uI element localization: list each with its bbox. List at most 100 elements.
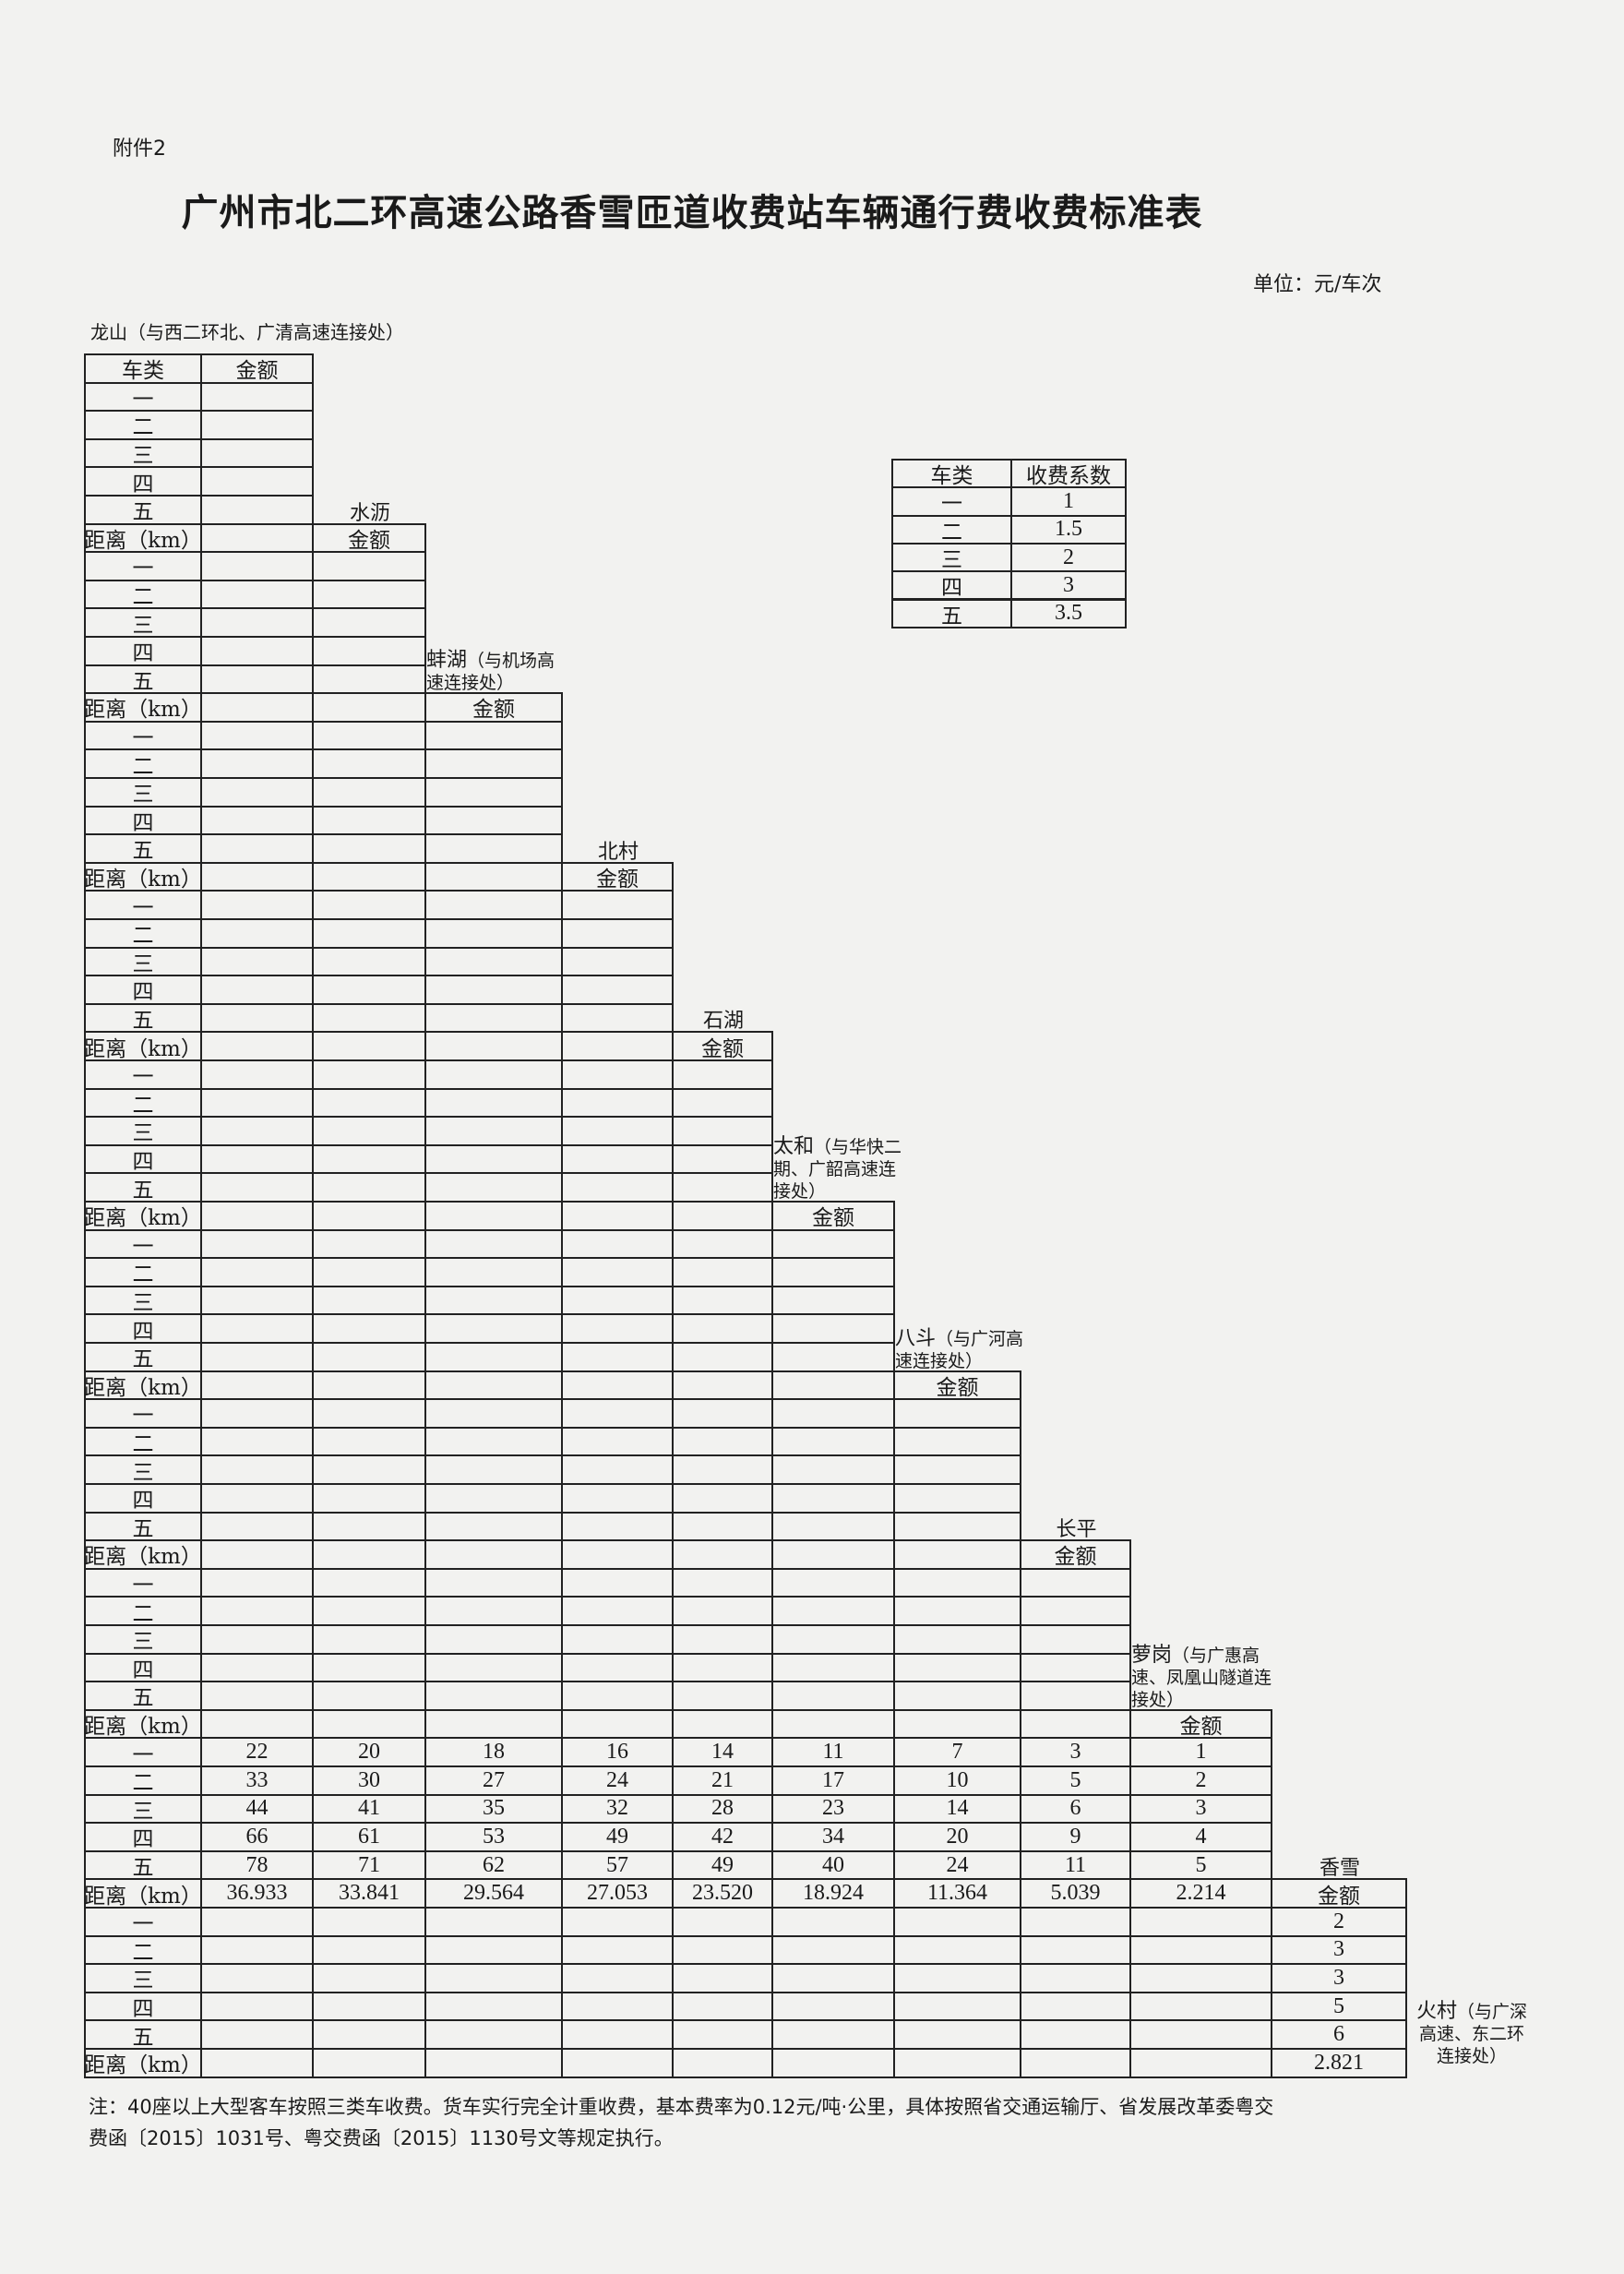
fare-cell: 41 xyxy=(312,1793,426,1825)
fare-cell xyxy=(561,890,674,920)
fare-cell xyxy=(200,1596,314,1626)
fare-cell xyxy=(424,1087,563,1119)
vehicle-class-label: 二 xyxy=(84,579,202,610)
fare-cell xyxy=(200,1681,314,1711)
fare-cell xyxy=(424,1143,563,1175)
fare-cell xyxy=(200,1342,314,1372)
fare-cell xyxy=(561,1228,674,1260)
distance-cell xyxy=(893,2048,1021,2078)
fare-cell xyxy=(312,1285,426,1316)
fare-cell xyxy=(1020,2019,1131,2050)
station-note: （与广河高速连接处） xyxy=(895,1328,1024,1371)
fare-cell: 2 xyxy=(1271,1907,1407,1937)
vehicle-class-label: 一 xyxy=(84,1907,202,1937)
fare-cell xyxy=(200,1454,314,1485)
fare-cell: 6 xyxy=(1020,1793,1131,1825)
fare-cell xyxy=(771,1398,895,1429)
vehicle-class-label: 五 xyxy=(84,1681,202,1711)
fare-cell xyxy=(771,1426,895,1457)
fare-cell xyxy=(672,1426,773,1457)
vehicle-class-label: 四 xyxy=(84,1991,202,2022)
fare-cell xyxy=(561,1285,674,1316)
distance-label: 距离（km） xyxy=(84,1878,202,1909)
distance-cell xyxy=(312,2048,426,2078)
distance-cell xyxy=(893,1539,1021,1570)
distance-cell xyxy=(312,1370,426,1401)
vehicle-class-label: 四 xyxy=(84,805,202,836)
distance-cell: 5.039 xyxy=(1020,1878,1131,1909)
fare-cell: 3 xyxy=(1271,1963,1407,1993)
vehicle-class-label: 四 xyxy=(84,1483,202,1514)
fare-cell xyxy=(893,1511,1021,1542)
distance-cell xyxy=(312,1539,426,1570)
fare-cell xyxy=(1129,2019,1272,2050)
fare-cell xyxy=(424,1342,563,1372)
fare-cell xyxy=(771,1934,895,1966)
fare-cell xyxy=(424,1991,563,2022)
fare-cell xyxy=(200,2019,314,2050)
amount-header: 金额 xyxy=(312,522,426,554)
fare-cell: 9 xyxy=(1020,1822,1131,1852)
fare-cell xyxy=(200,1426,314,1457)
fare-cell xyxy=(561,1934,674,1966)
fare-cell xyxy=(893,1454,1021,1485)
fare-cell xyxy=(312,1172,426,1203)
fare-cell xyxy=(312,1511,426,1542)
fare-cell xyxy=(561,1313,674,1344)
fare-cell xyxy=(771,1285,895,1316)
fare-cell xyxy=(771,1483,895,1514)
fare-cell xyxy=(424,748,563,779)
vehicle-class-label: 五 xyxy=(84,1849,202,1881)
distance-label: 距离（km） xyxy=(84,1539,202,1570)
vehicle-class-label: 五 xyxy=(84,495,202,525)
fare-cell xyxy=(672,1624,773,1655)
vehicle-class-label: 二 xyxy=(84,748,202,779)
fare-cell xyxy=(672,1454,773,1485)
fare-cell xyxy=(424,1116,563,1146)
station-note: （与西二环北、广清高速连接处） xyxy=(127,321,404,343)
fare-cell xyxy=(200,1907,314,1937)
fare-cell: 23 xyxy=(771,1793,895,1825)
distance-cell xyxy=(312,1031,426,1061)
distance-cell xyxy=(561,1031,674,1061)
distance-cell xyxy=(200,2048,314,2078)
fare-cell xyxy=(561,1567,674,1598)
station-name: 火村 xyxy=(1415,2000,1457,2023)
fare-cell xyxy=(312,579,426,610)
fare-cell xyxy=(312,1624,426,1655)
fare-cell xyxy=(424,2019,563,2050)
fare-cell xyxy=(561,1116,674,1146)
fare-cell xyxy=(312,664,426,695)
vehicle-class-label: 四 xyxy=(84,1143,202,1175)
fare-cell xyxy=(200,607,314,638)
vehicle-class-label: 三 xyxy=(84,437,202,469)
vehicle-class-label: 五 xyxy=(84,1342,202,1372)
fare-cell xyxy=(200,1257,314,1287)
fare-cell: 11 xyxy=(771,1737,895,1767)
fare-cell xyxy=(200,1059,314,1090)
vehicle-class-label: 四 xyxy=(84,975,202,1005)
vehicle-class-label: 四 xyxy=(84,636,202,666)
fare-cell: 78 xyxy=(200,1849,314,1881)
fare-cell xyxy=(200,946,314,977)
fare-cell: 3 xyxy=(1020,1737,1131,1767)
coef-class-cell: 二 xyxy=(891,514,1012,545)
fare-cell: 33 xyxy=(200,1765,314,1796)
fare-cell xyxy=(771,1907,895,1937)
fare-cell xyxy=(312,2019,426,2050)
station-label-longshan: 龙山（与西二环北、广清高速连接处） xyxy=(90,317,404,344)
fare-cell xyxy=(312,918,426,949)
distance-cell xyxy=(424,1201,563,1231)
document-title: 广州市北二环高速公路香雪匝道收费站车辆通行费收费标准表 xyxy=(181,192,1203,233)
fare-cell xyxy=(200,1511,314,1542)
fare-cell xyxy=(312,607,426,638)
vehicle-class-label: 二 xyxy=(84,1596,202,1626)
fare-cell xyxy=(200,381,314,413)
fare-cell xyxy=(200,1228,314,1260)
vehicle-class-label: 二 xyxy=(84,918,202,949)
vehicle-class-header: 车类 xyxy=(84,353,202,384)
station-label: 八斗（与广河高速连接处） xyxy=(895,1327,1029,1372)
fare-cell xyxy=(1020,1596,1131,1626)
distance-cell: 18.924 xyxy=(771,1878,895,1909)
station-label: 火村（与广深高速、东二环连接处） xyxy=(1412,2001,1532,2067)
